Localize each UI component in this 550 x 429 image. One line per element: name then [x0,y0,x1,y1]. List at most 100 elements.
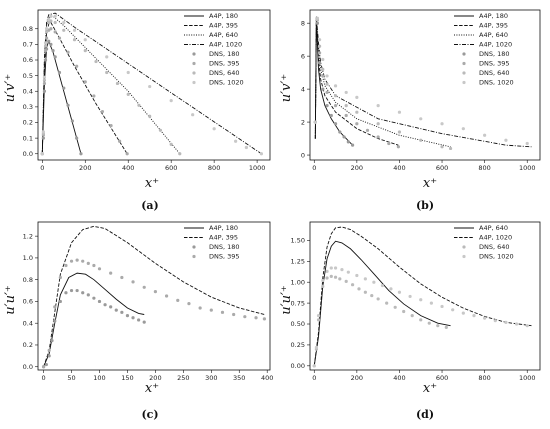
x-tick-label: 200 [351,164,363,172]
dns-marker [440,304,444,309]
dns-marker [53,305,57,309]
y-tick-label: 0.2 [23,341,33,349]
dns-marker [198,306,202,310]
y-tick-label: 2 [301,118,305,126]
dns-marker [47,354,51,358]
dns-marker [47,39,51,43]
y-tick-label: 0.0 [23,150,33,158]
dns-marker [103,303,107,307]
dns-marker [83,38,87,42]
dns-marker [109,305,113,309]
legend-label: A4P, 395 [479,22,508,30]
x-tick-label: 0 [40,164,44,172]
dns-marker [86,261,90,265]
legend-dot-swatch [192,61,196,66]
dns-marker [325,104,329,108]
dns-marker [57,70,62,75]
dns-marker [372,280,376,284]
y-tick-label: 0.1 [23,134,33,142]
dns-marker [58,299,62,304]
dns-marker [504,320,508,324]
dns-marker [440,145,444,149]
dns-marker [232,312,236,317]
dns-marker [393,305,397,309]
dns-marker [448,146,453,151]
dns-marker [220,310,225,314]
x-tick-label: 250 [177,374,189,382]
dns-marker [120,310,124,314]
dns-marker [321,87,325,91]
dns-marker [64,291,68,295]
dns-marker [120,275,124,280]
dns-marker [234,139,238,143]
y-tick-label: 1.25 [291,257,305,265]
y-tick-label: 0.75 [291,299,305,307]
dns-marker [350,283,355,287]
x-tick-label: 50 [67,374,75,382]
y-tick-label: 0.6 [23,56,33,64]
dns-marker [44,27,49,31]
dns-marker [212,127,216,131]
dns-marker [43,41,48,45]
y-tick-label: 0 [301,151,305,159]
dns-marker [483,316,487,320]
dns-marker [427,321,431,325]
dns-marker [53,20,57,25]
plot-frame [309,221,541,371]
dns-marker [376,297,380,301]
dns-marker [118,139,122,143]
dns-marker [325,90,329,95]
dns-marker [344,104,348,108]
dns-marker [58,275,62,280]
y-tick-label: 0.7 [23,41,33,49]
dns-marker [40,152,44,156]
dns-marker [333,275,338,279]
y-tick-label: 0.8 [23,276,33,284]
dns-marker [355,122,359,126]
dns-marker [62,28,66,32]
dns-marker [385,301,389,305]
dns-marker [41,130,45,134]
dns-marker [42,81,47,86]
model-line [41,21,128,154]
dns-marker [187,302,191,306]
dns-marker [325,276,329,280]
x-tick-label: 800 [208,164,220,172]
x-tick-label: 200 [79,164,91,172]
dns-marker [42,78,47,82]
dns-marker [344,90,348,95]
legend-label: DNS, 180 [209,50,240,58]
dns-marker [153,290,157,294]
legend-dot-swatch [192,254,196,259]
legend-dot-swatch [192,245,196,249]
legend-label: A4P, 640 [209,31,238,39]
panel-label-b: (b) [416,199,434,212]
dns-marker [178,152,182,156]
x-axis-label-c: x⁺ [145,381,159,396]
dns-marker [504,138,508,142]
x-tick-label: 0 [312,164,316,172]
legend-label: DNS, 1020 [479,253,514,261]
y-tick-label: 0.8 [23,25,33,33]
dns-marker [408,294,412,299]
y-tick-label: 0.2 [23,119,33,127]
model-line [41,39,82,154]
dns-marker [344,279,348,283]
dns-marker [75,258,79,262]
dns-marker [72,38,77,42]
legend-label: DNS, 395 [209,253,240,261]
dns-marker [94,59,98,64]
legend-label: A4P, 180 [209,224,238,232]
dns-marker [43,49,48,53]
dns-marker [44,362,48,367]
y-tick-label: 0.50 [291,320,305,328]
dns-marker [105,55,109,59]
y-axis-label-b: u′v′⁺ [279,74,294,102]
dns-marker [333,84,338,88]
dns-marker [41,136,45,140]
x-tick-label: 1000 [519,374,536,382]
dns-marker [92,94,96,98]
dns-marker [86,293,90,297]
dns-marker [44,30,49,34]
dns-marker [333,122,338,126]
